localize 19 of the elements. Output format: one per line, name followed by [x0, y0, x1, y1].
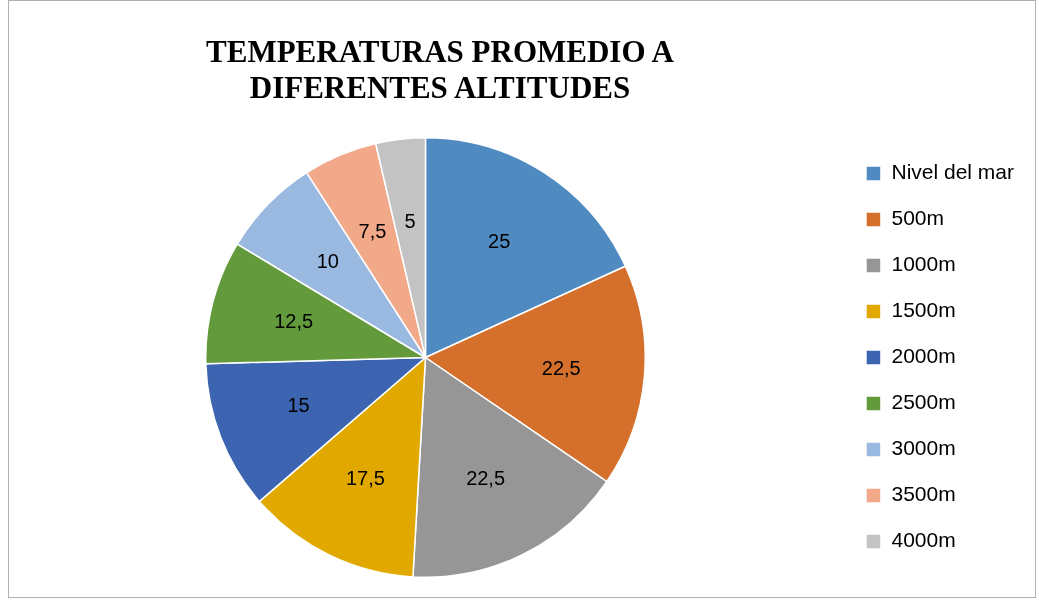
legend-label: 500m	[891, 206, 944, 230]
legend-label: 1500m	[891, 298, 956, 322]
data-label: 12,5	[274, 310, 314, 333]
data-label: 25	[488, 230, 511, 253]
data-label: 15	[287, 394, 310, 417]
legend-label: Nivel del mar	[891, 160, 1015, 184]
data-label: 22,5	[541, 356, 581, 379]
data-label: 7,5	[358, 219, 387, 242]
legend-label: 4000m	[891, 528, 956, 552]
data-label: 5	[404, 209, 416, 232]
chart-title: TEMPERATURAS PROMEDIO A DIFERENTES ALTITUDES	[205, 34, 675, 106]
data-label: 22,5	[466, 467, 506, 490]
legend-label: 2500m	[891, 390, 956, 414]
data-label: 17,5	[345, 467, 385, 490]
data-label: 10	[316, 250, 339, 273]
legend-label: 3000m	[891, 436, 956, 460]
legend-label: 1000m	[891, 252, 956, 276]
legend-label: 3500m	[891, 482, 956, 506]
legend-label: 2000m	[891, 344, 956, 368]
